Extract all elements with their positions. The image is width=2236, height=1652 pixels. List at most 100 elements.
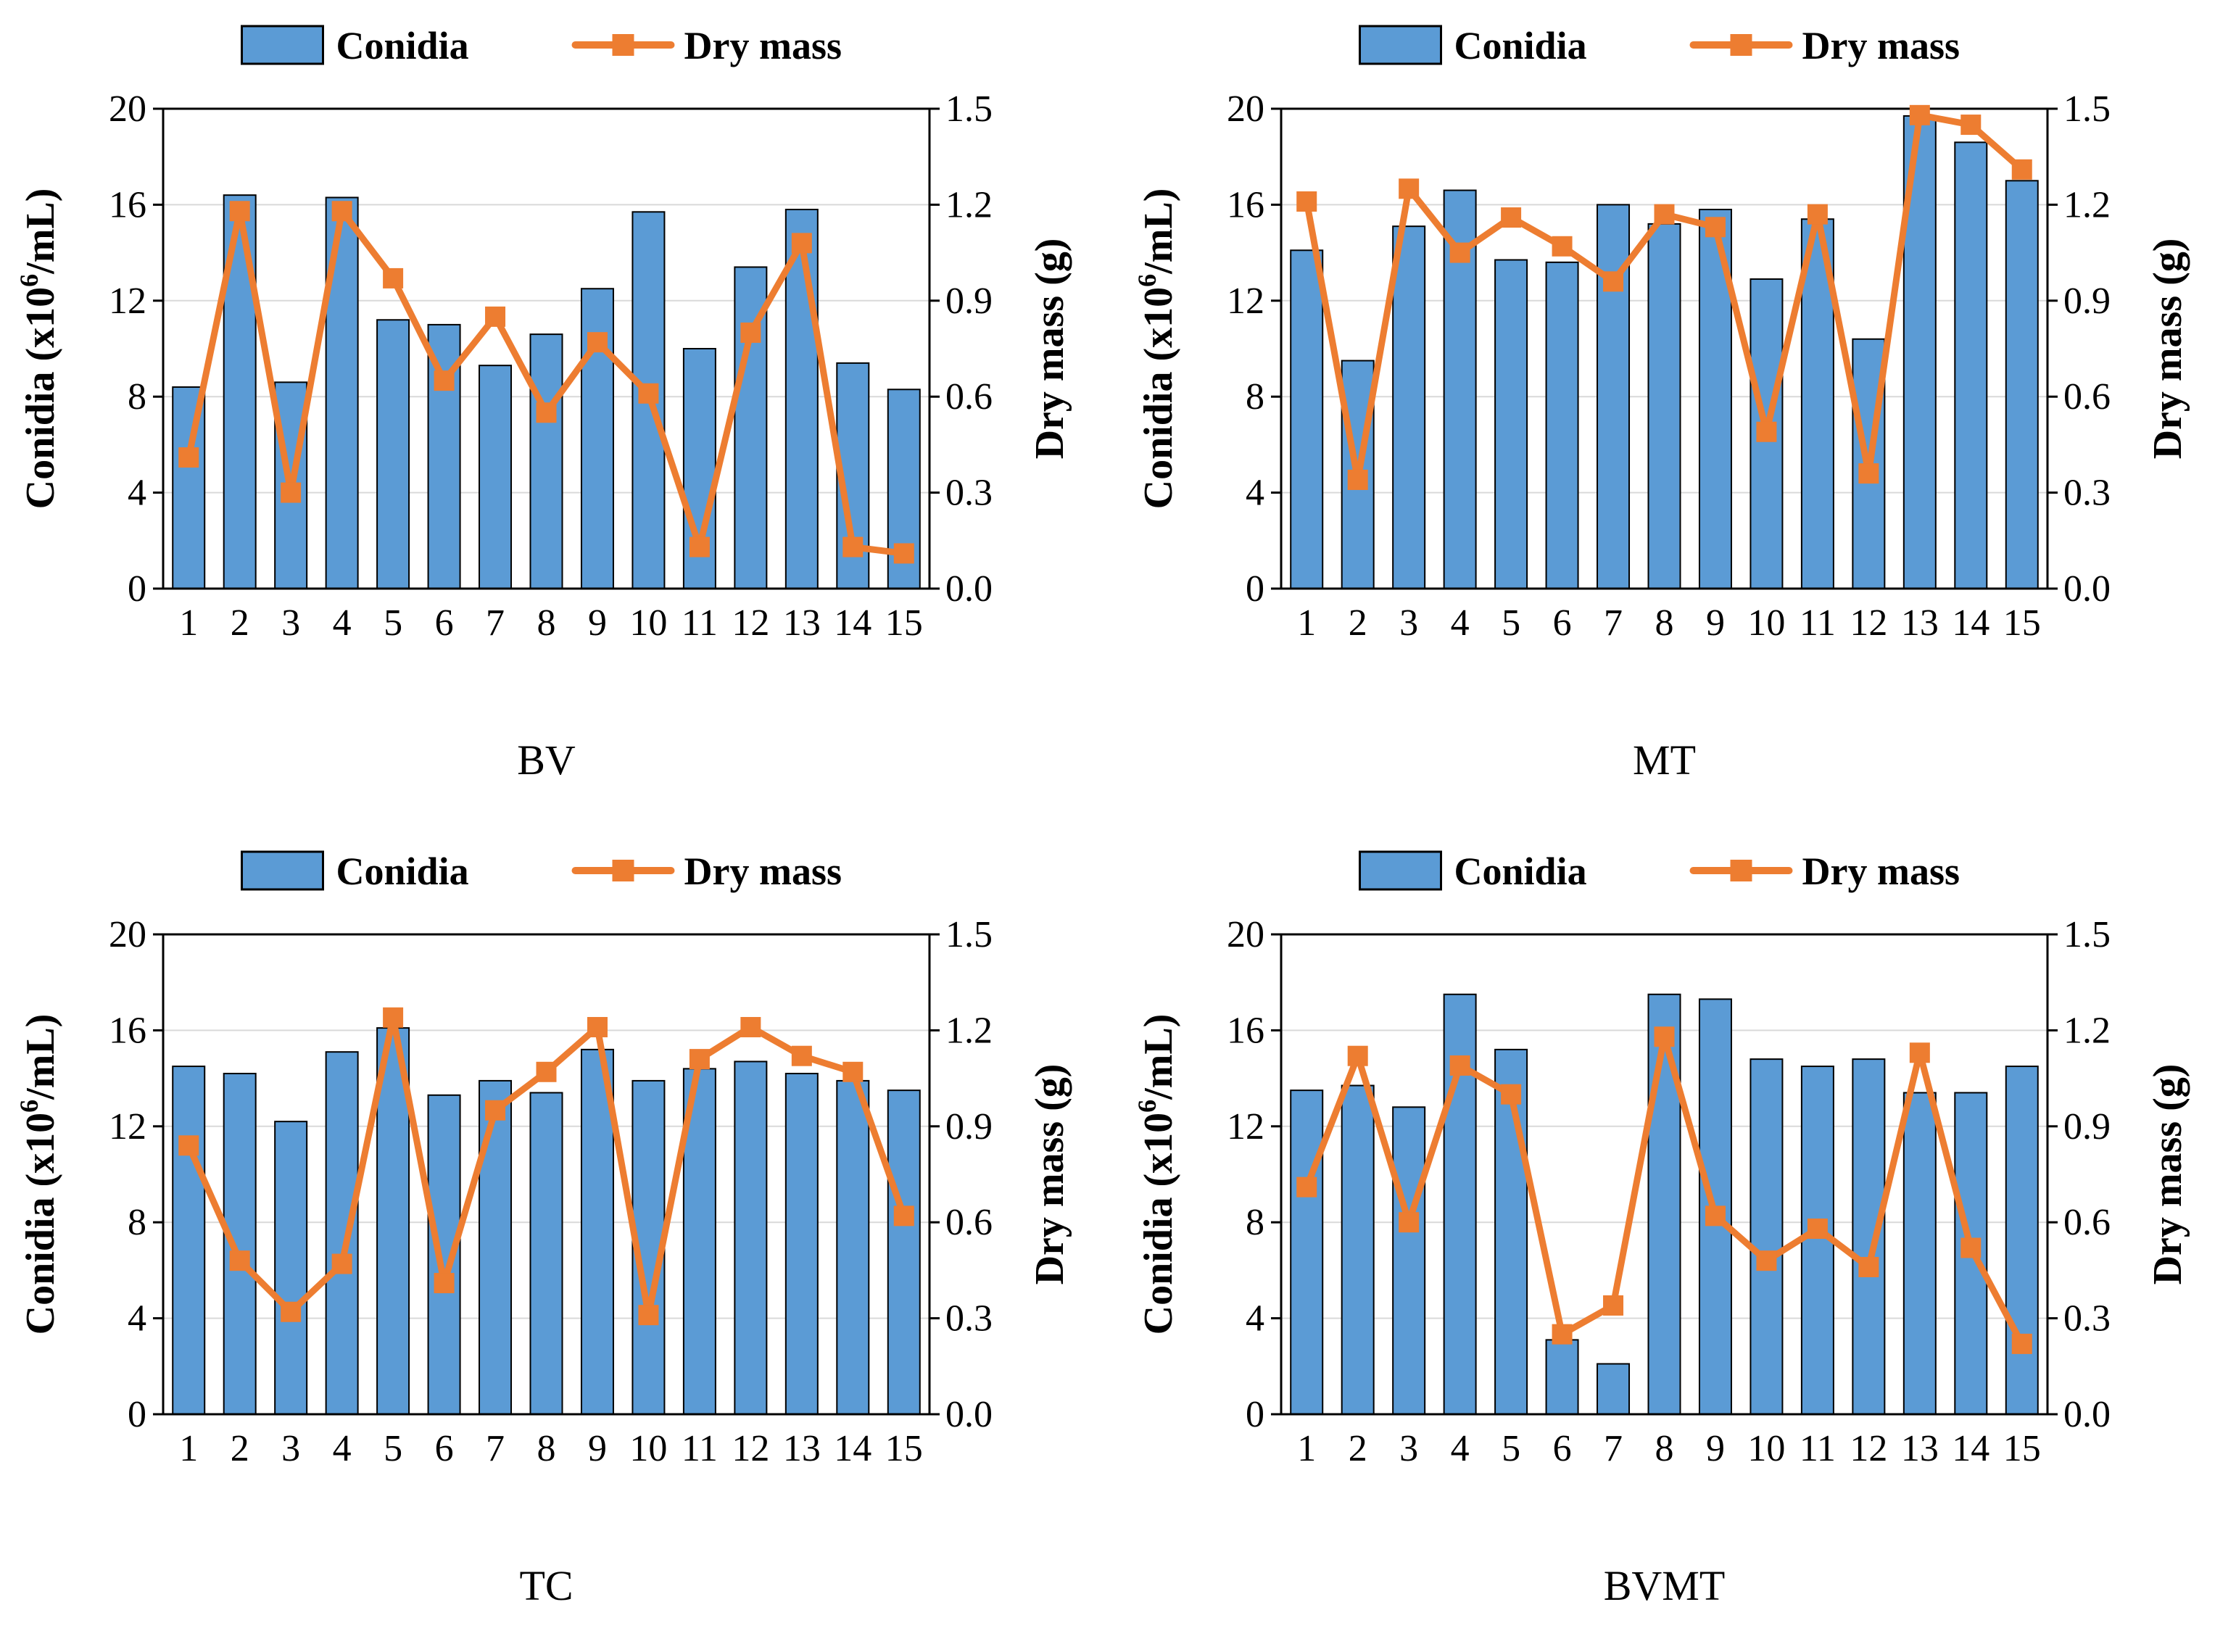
right-tick-label: 1.5 <box>2063 914 2111 955</box>
drymass-marker <box>2011 1333 2032 1354</box>
left-tick-label: 12 <box>109 1106 146 1147</box>
x-tick-label: 3 <box>1399 1428 1418 1469</box>
x-tick-label: 11 <box>682 1428 718 1469</box>
chart-svg-bvmt: Conidia Dry mass0481216200.00.30.60.91.21… <box>1133 850 2190 1609</box>
drymass-marker <box>1756 1250 1777 1271</box>
bar <box>376 319 410 589</box>
left-tick-label: 8 <box>1246 376 1264 418</box>
left-axis-title: Conidia (x106/mL) <box>15 1014 63 1335</box>
drymass-marker <box>842 1061 864 1082</box>
legend-drymass-marker <box>1730 34 1752 56</box>
plot-frame <box>1280 933 2049 1416</box>
left-tick-label: 20 <box>1227 914 1264 955</box>
drymass-marker <box>281 482 302 503</box>
x-tick-label: 14 <box>834 1428 871 1469</box>
right-tick-labels: 0.0 0.3 0.6 0.9 1.2 1.5 <box>2063 88 2111 610</box>
right-axis-title: Dry mass (g) <box>2145 1064 2190 1285</box>
drymass-marker <box>1654 204 1675 225</box>
drymass-marker <box>1296 1176 1317 1198</box>
chart-title: TC <box>519 1562 573 1609</box>
bar <box>836 1079 870 1415</box>
drymass-marker <box>1654 1026 1675 1047</box>
right-tick-label: 1.2 <box>2063 1010 2111 1051</box>
x-tick-label: 10 <box>629 602 667 644</box>
left-tick-label: 0 <box>1246 1394 1264 1435</box>
left-axis-title: Conidia (x106/mL) <box>1133 188 1181 510</box>
drymass-markers <box>178 201 914 564</box>
drymass-marker <box>331 201 352 222</box>
bar <box>1597 1363 1631 1415</box>
bar <box>734 266 768 589</box>
x-tick-label: 7 <box>1604 602 1623 644</box>
right-axis-title: Dry mass (g) <box>2145 238 2190 460</box>
right-tick-label: 0.6 <box>2063 1202 2111 1243</box>
x-tick-label: 13 <box>783 1428 821 1469</box>
drymass-marker <box>1552 1324 1573 1345</box>
x-tick-label: 7 <box>486 1428 505 1469</box>
drymass-marker <box>485 306 506 327</box>
left-tick-label: 4 <box>128 473 146 514</box>
right-tick-label: 0.9 <box>2063 281 2111 322</box>
x-tick-label: 5 <box>1502 602 1520 644</box>
x-tick-label: 9 <box>588 602 607 644</box>
chart-svg-bv: Conidia Dry mass0481216200.00.30.60.91.21… <box>15 24 1072 784</box>
right-tick-label: 0.9 <box>945 281 993 322</box>
drymass-marker <box>1858 463 1879 484</box>
bar <box>784 209 819 589</box>
bar <box>784 1072 819 1415</box>
drymass-marker <box>1552 236 1573 257</box>
x-tick-label: 15 <box>2003 602 2041 644</box>
legend-drymass-label: Dry mass <box>684 24 842 67</box>
drymass-marker <box>1399 178 1420 199</box>
drymass-marker <box>587 332 608 353</box>
bar <box>2005 1066 2039 1415</box>
x-tick-label: 4 <box>1451 602 1470 644</box>
left-tick-label: 4 <box>128 1298 146 1340</box>
legend-drymass-label: Dry mass <box>1802 24 1960 67</box>
chart-bv: Conidia Dry mass 0 4 8 12 16 20 0.0 0.3 0.6 0.9 1.2 1… <box>0 0 1118 826</box>
left-tick-labels: 0 4 8 12 16 20 <box>109 88 146 610</box>
left-axis-title: Conidia (x106/mL) <box>15 188 63 510</box>
x-tick-label: 5 <box>384 602 402 644</box>
right-axis-title: Dry mass (g) <box>1027 238 1072 460</box>
left-tick-label: 0 <box>128 568 146 610</box>
right-tick-label: 1.2 <box>945 1010 993 1051</box>
legend-conidia-swatch <box>241 850 324 891</box>
x-tick-label: 1 <box>1297 1428 1316 1469</box>
x-tick-label: 5 <box>1502 1428 1520 1469</box>
bar <box>580 288 614 589</box>
legend-drymass-marker <box>612 860 634 881</box>
x-tick-label: 10 <box>1747 1428 1785 1469</box>
drymass-marker <box>1705 1205 1726 1226</box>
drymass-marker <box>1960 115 1982 136</box>
bar <box>1647 993 1681 1415</box>
x-tick-label: 1 <box>179 602 198 644</box>
right-tick-label: 0.9 <box>2063 1106 2111 1147</box>
drymass-marker <box>2011 159 2032 180</box>
drymass-marker <box>791 1045 812 1066</box>
legend: Conidia Dry mass <box>1359 24 1960 67</box>
bar <box>1494 259 1528 589</box>
left-tick-label: 20 <box>109 88 146 130</box>
left-tick-label: 20 <box>109 914 146 955</box>
drymass-markers <box>178 1007 914 1326</box>
x-tick-labels: 1 2 3 4 5 6 7 8 9 10 11 12 13 14 15 <box>179 1428 923 1469</box>
legend-drymass-label: Dry mass <box>684 850 842 893</box>
left-tick-label: 16 <box>1227 184 1264 225</box>
right-tick-label: 0.0 <box>945 568 993 610</box>
chart-title: BVMT <box>1604 1562 1726 1609</box>
drymass-marker <box>1296 191 1317 212</box>
right-tick-labels: 0.0 0.3 0.6 0.9 1.2 1.5 <box>945 914 993 1435</box>
legend-conidia-label: Conidia <box>1454 24 1587 67</box>
legend-conidia-swatch <box>1359 25 1442 65</box>
chart-bvmt: Conidia Dry mass 0 4 8 12 16 20 0.0 0.3 0.6 0.9 1.2 1… <box>1118 826 2236 1652</box>
bar <box>1750 1058 1784 1415</box>
chart-title: BV <box>517 736 576 784</box>
bar <box>887 1089 921 1415</box>
bar <box>1341 1084 1375 1415</box>
x-tick-label: 6 <box>1553 1428 1572 1469</box>
drymass-marker <box>1705 217 1726 238</box>
bar <box>1647 223 1681 589</box>
drymass-marker <box>1501 1084 1522 1105</box>
x-tick-label: 8 <box>537 602 556 644</box>
